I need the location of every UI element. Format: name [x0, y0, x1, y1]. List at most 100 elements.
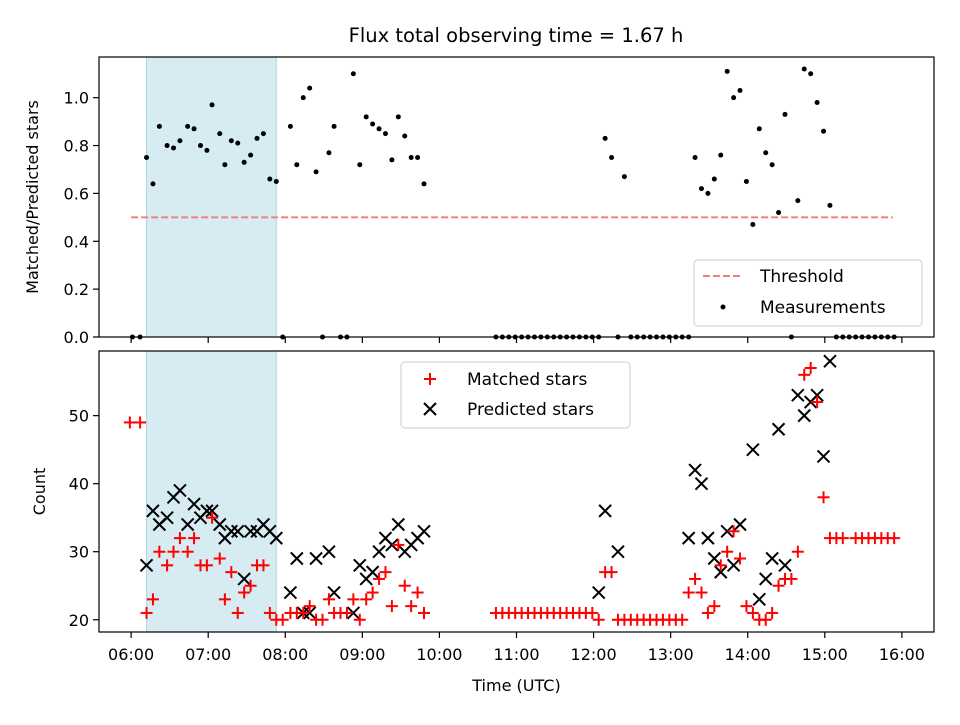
matched-star-point — [398, 579, 411, 592]
predicted-star-point — [720, 524, 734, 539]
predicted-star-point — [365, 565, 380, 579]
predicted-star-point — [160, 510, 174, 525]
predicted-star-point — [810, 388, 824, 402]
predicted-star-point — [269, 531, 283, 545]
matched-star-point — [411, 586, 424, 599]
matched-star-point — [347, 593, 360, 606]
predicted-star-point — [146, 504, 160, 518]
predicted-star-point — [385, 538, 399, 552]
x-tick-label: 12:00 — [571, 645, 617, 664]
legend-matched-swatch — [424, 373, 436, 385]
predicted-star-point — [797, 408, 811, 423]
predicted-star-point — [791, 388, 805, 402]
x-tick-label: 13:00 — [648, 645, 694, 664]
bottom-panel: 20 30 40 50 06:00 07:00 08:00 09:00 10:00 11:00 1… — [30, 350, 935, 695]
matched-star-point — [263, 606, 276, 619]
measurement-point — [313, 169, 319, 175]
bottom-y-axis: 20 30 40 50 — [69, 407, 99, 630]
matched-star-point — [714, 559, 727, 572]
matched-star-point — [360, 593, 373, 606]
measurement-point — [156, 123, 162, 129]
predicted-stars-points — [139, 354, 837, 620]
legend-threshold-label: Threshold — [759, 267, 844, 287]
matched-star-point — [701, 606, 714, 619]
top-highlight-band — [146, 56, 277, 338]
predicted-star-point — [243, 524, 258, 539]
predicted-star-point — [752, 592, 766, 607]
measurement-point — [756, 126, 762, 132]
predicted-star-point — [205, 504, 219, 518]
predicted-star-point — [726, 558, 741, 573]
matched-star-point — [218, 593, 231, 606]
bottom-highlight-band — [146, 350, 277, 633]
matched-stars-points — [123, 362, 901, 626]
top-y-axis: 0.0 0.2 0.4 0.6 0.8 1.0 — [64, 89, 99, 347]
measurement-point — [350, 71, 356, 77]
measurement-point — [827, 202, 833, 208]
matched-star-point — [225, 566, 238, 579]
predicted-star-point — [759, 572, 773, 586]
measurement-point — [287, 123, 293, 129]
measurement-point — [821, 128, 827, 134]
matched-star-point — [140, 606, 153, 619]
matched-star-point — [836, 532, 849, 545]
matched-star-point — [888, 532, 901, 545]
measurement-point — [235, 140, 241, 146]
measurement-point — [737, 88, 743, 94]
matched-star-point — [804, 362, 817, 375]
measurement-point — [209, 102, 215, 108]
measurement-points — [129, 66, 897, 340]
bottom-axes-frame — [98, 350, 935, 633]
measurement-point — [724, 68, 730, 74]
matched-star-point — [231, 606, 244, 619]
matched-star-point — [244, 579, 257, 592]
predicted-star-point — [681, 531, 696, 545]
measurement-point — [808, 71, 814, 77]
measurement-point — [248, 152, 254, 158]
chart-title: Flux total observing time = 1.67 h — [349, 24, 684, 47]
matched-star-point — [200, 559, 213, 572]
x-tick-label: 10:00 — [416, 645, 462, 664]
measurement-point — [609, 155, 615, 161]
predicted-star-point — [733, 517, 747, 532]
x-tick-label: 16:00 — [879, 645, 925, 664]
x-axis-label: Time (UTC) — [471, 676, 560, 695]
predicted-star-point — [765, 551, 779, 566]
measurement-point — [294, 162, 300, 168]
matched-star-point — [373, 572, 386, 585]
matched-star-point — [708, 600, 721, 613]
predicted-star-point — [309, 551, 323, 566]
measurement-point — [185, 123, 191, 129]
measurement-point — [801, 66, 807, 72]
matched-star-point — [297, 606, 310, 619]
predicted-star-point — [180, 517, 195, 532]
legend-measurements-label: Measurements — [760, 298, 886, 318]
predicted-star-point — [224, 524, 239, 539]
matched-star-point — [206, 511, 219, 524]
matched-star-point — [727, 525, 740, 538]
measurement-point — [402, 133, 408, 139]
predicted-star-point — [187, 497, 201, 511]
measurement-point — [217, 131, 223, 137]
top-legend-box — [693, 259, 923, 327]
top-y-tick-label: 0.4 — [64, 232, 89, 251]
matched-star-point — [366, 586, 379, 599]
predicted-star-point — [290, 551, 304, 566]
matched-star-point — [322, 593, 335, 606]
matched-star-point — [153, 545, 166, 558]
matched-star-point — [238, 586, 251, 599]
x-tick-label: 11:00 — [493, 645, 539, 664]
matched-star-point — [418, 606, 431, 619]
measurement-point — [782, 111, 788, 117]
measurement-point — [144, 155, 150, 161]
x-tick-label: 09:00 — [339, 645, 385, 664]
matched-star-point — [721, 545, 734, 558]
matched-star-point — [340, 606, 353, 619]
predicted-star-point — [231, 524, 245, 539]
measurement-point — [197, 143, 203, 149]
predicted-star-point — [353, 558, 367, 573]
predicted-star-point — [417, 524, 431, 539]
matched-star-point — [316, 613, 329, 626]
measurement-point — [326, 150, 332, 156]
